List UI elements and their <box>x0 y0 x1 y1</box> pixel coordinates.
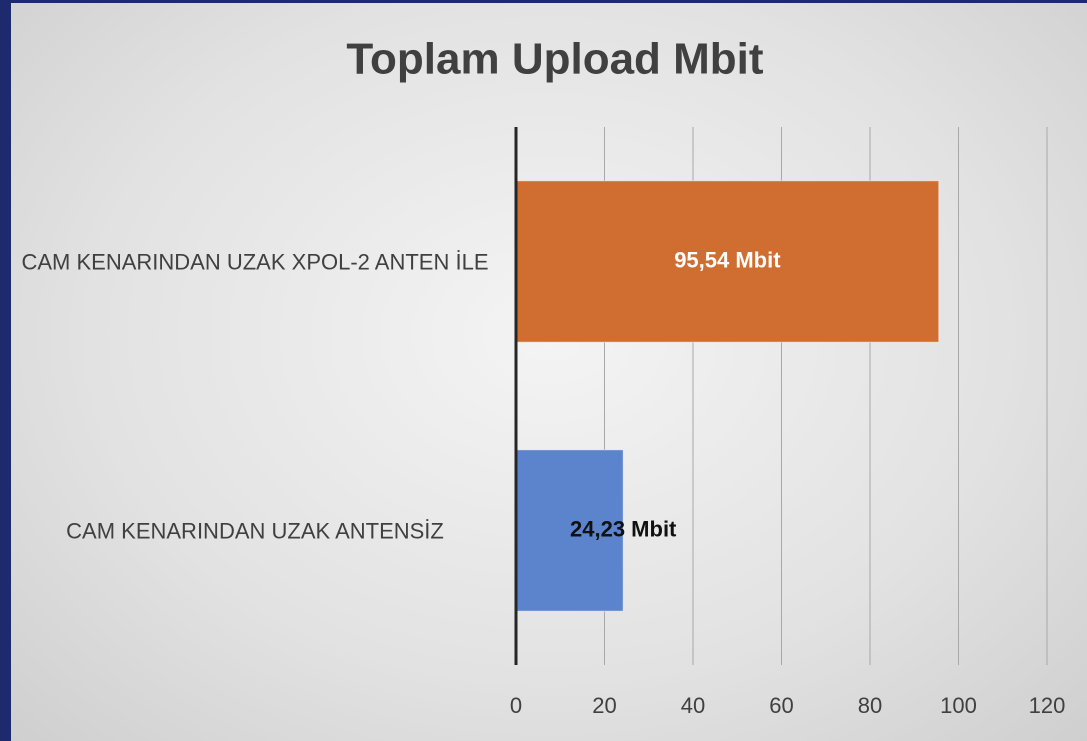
x-tick-label: 0 <box>510 693 522 718</box>
x-tick-label: 60 <box>769 693 793 718</box>
x-tick-label: 20 <box>592 693 616 718</box>
data-label: 24,23 Mbit <box>570 516 677 541</box>
x-tick-label: 120 <box>1029 693 1066 718</box>
chart-area <box>11 3 1087 741</box>
x-tick-label: 80 <box>858 693 882 718</box>
chart-title: Toplam Upload Mbit <box>346 35 763 84</box>
bar <box>515 180 940 343</box>
y-tick-label: CAM KENARINDAN UZAK XPOL-2 ANTEN İLE <box>21 249 489 274</box>
x-tick-label: 100 <box>940 693 977 718</box>
y-tick-label: CAM KENARINDAN UZAK ANTENSİZ <box>66 518 444 543</box>
x-tick-label: 40 <box>681 693 705 718</box>
data-label: 95,54 Mbit <box>674 247 781 272</box>
